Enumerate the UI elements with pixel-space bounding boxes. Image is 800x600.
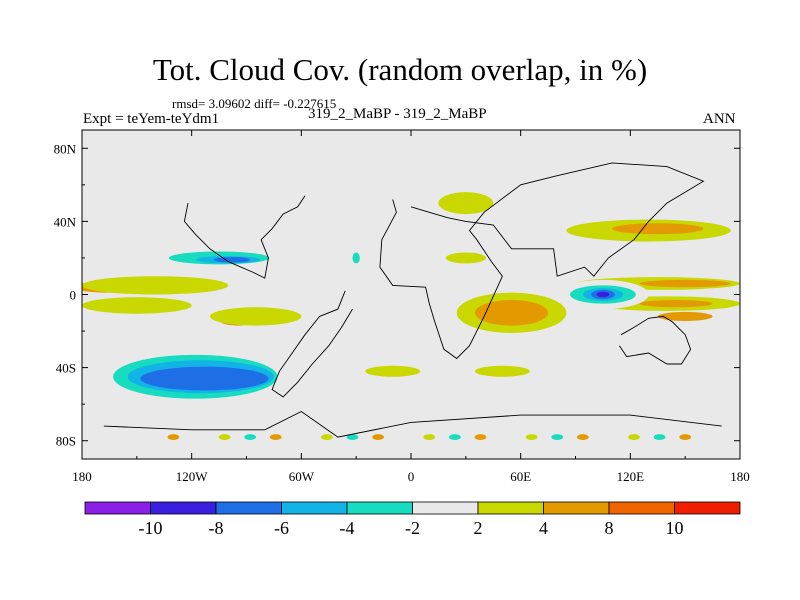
southern-ocean-cell-20: [679, 434, 692, 440]
colorbar-box-1: [150, 501, 217, 515]
southern-ocean-cell-13: [500, 434, 512, 440]
colorbar-label-2: -6: [274, 518, 289, 538]
anomaly-blob-8: [612, 223, 704, 235]
x-tick-label-5: 120E: [617, 469, 645, 484]
southern-ocean-cell-2: [218, 434, 231, 440]
southern-ocean-cell-18: [628, 434, 640, 440]
southern-ocean-cell-3: [244, 434, 257, 440]
coastline-2: [183, 195, 306, 279]
southern-ocean-cell-8: [372, 434, 384, 440]
coastlines: [103, 162, 722, 438]
southern-ocean-cell-1: [193, 434, 205, 440]
anomaly-blob-24: [213, 257, 251, 263]
colorbar-label-8: 10: [666, 518, 684, 538]
colorbar-box-6: [477, 501, 544, 515]
anomaly-blob-20: [445, 252, 486, 264]
x-tick-label-0: 180: [72, 469, 92, 484]
anomaly-blob-29: [82, 336, 137, 355]
colorbar-label-3: -4: [340, 518, 355, 538]
stats-label: rmsd= 3.09602 diff= -0.227615: [172, 96, 337, 111]
southern-ocean-cell-16: [576, 434, 589, 440]
southern-ocean-cell-10: [423, 434, 436, 440]
colorbar-label-4: -2: [405, 518, 420, 538]
colorbar-label-7: 8: [605, 518, 614, 538]
colorbar-label-5: 2: [474, 518, 483, 538]
y-tick-label-4: 80S: [56, 434, 76, 449]
anomaly-blob-18: [365, 365, 421, 377]
colorbar-label-0: -10: [139, 518, 163, 538]
colorbar-label-6: 4: [539, 518, 548, 538]
southern-ocean-cell-17: [602, 434, 615, 440]
colorbar-box-8: [608, 501, 675, 515]
anomaly-blob-36: [352, 252, 360, 264]
season-label: ANN: [703, 111, 736, 127]
x-tick-label-1: 120W: [176, 469, 209, 484]
anomaly-blob-6: [209, 307, 302, 326]
experiment-label: Expt = teYem-teYdm1: [83, 111, 220, 127]
southern-ocean-cell-4: [269, 434, 282, 440]
coastline-4: [103, 410, 722, 438]
x-axis: 180 120W 60W 0 60E 120E 180: [72, 130, 750, 484]
anomaly-field: [82, 192, 740, 440]
anomaly-blob-28: [140, 366, 269, 391]
anomaly-blob-12: [639, 299, 713, 308]
southern-ocean-cell-6: [321, 434, 333, 440]
anomaly-blob-4: [82, 297, 192, 314]
southern-ocean-cell-7: [346, 434, 359, 440]
colorbar-box-9: [674, 501, 741, 515]
colorbar-box-0: [84, 501, 151, 515]
y-axis: 80N 40N 0 40S 80S: [54, 141, 740, 449]
coastline-3: [619, 315, 692, 365]
coastline-0: [271, 290, 353, 398]
anomaly-blob-2: [82, 276, 229, 295]
x-tick-label-3: 0: [408, 469, 415, 484]
anomaly-blob-39: [474, 237, 512, 249]
x-tick-label-2: 60W: [289, 469, 315, 484]
chart-title: Tot. Cloud Cov. (random overlap, in %): [152, 52, 648, 87]
y-tick-label-1: 40N: [54, 214, 77, 229]
southern-ocean-cell-5: [295, 434, 308, 440]
southern-ocean-cell-21: [704, 434, 717, 440]
anomaly-blob-16: [438, 192, 494, 215]
anomaly-blob-37: [529, 400, 585, 416]
anomaly-blob-15: [474, 299, 549, 326]
southern-ocean-cell-14: [525, 434, 538, 440]
colorbar-box-3: [281, 501, 348, 515]
southern-ocean-cell-19: [653, 434, 666, 440]
coastline-1: [379, 162, 705, 360]
y-tick-label-3: 40S: [56, 361, 76, 376]
x-tick-label-6: 180: [730, 469, 750, 484]
anomaly-blob-35: [447, 265, 485, 280]
southern-ocean-cell-11: [449, 434, 461, 440]
southern-ocean-cell-15: [551, 434, 564, 440]
anomaly-blob-10: [639, 279, 731, 288]
y-tick-label-2: 0: [70, 288, 77, 303]
anomaly-blob-34: [596, 291, 610, 298]
anomaly-blob-19: [474, 365, 530, 377]
southern-ocean-cell-9: [397, 434, 410, 440]
case-label: 319_2_MaBP - 319_2_MaBP: [308, 106, 487, 122]
colorbar-box-2: [215, 501, 282, 515]
anomaly-blob-40: [584, 352, 640, 364]
y-tick-label-0: 80N: [54, 141, 77, 156]
colorbar: -10 -8 -6 -4 -2 2 4 8 10: [84, 501, 741, 538]
colorbar-box-4: [346, 501, 413, 515]
colorbar-label-1: -8: [209, 518, 224, 538]
anomaly-blob-38: [653, 389, 718, 405]
anomaly-blob-13: [657, 311, 713, 322]
colorbar-box-7: [543, 501, 610, 515]
southern-ocean-cell-12: [474, 434, 487, 440]
southern-ocean-cell-0: [167, 434, 180, 440]
x-tick-label-4: 60E: [510, 469, 531, 484]
colorbar-box-5: [412, 501, 479, 515]
